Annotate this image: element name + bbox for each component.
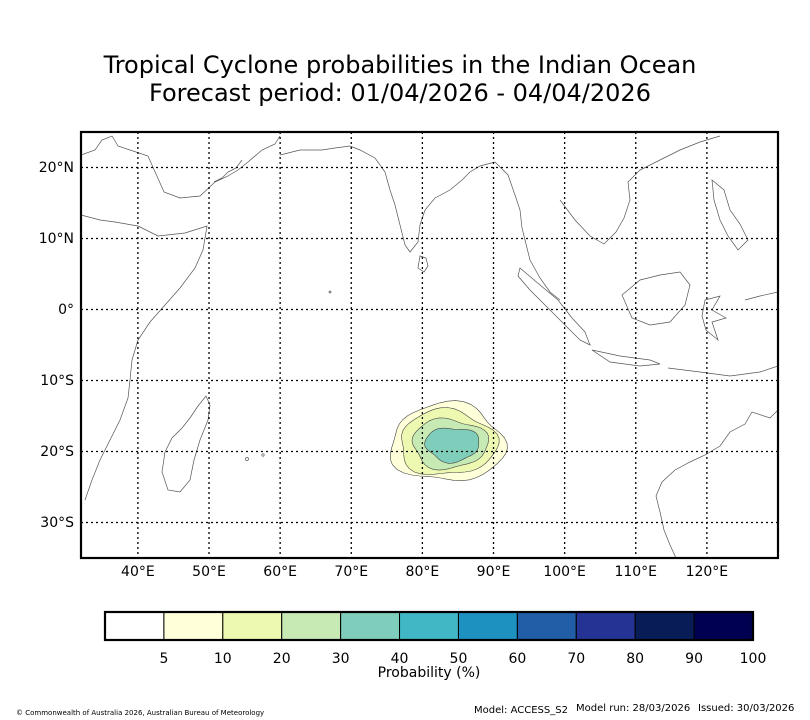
model-run-date: Model run: 28/03/2026 xyxy=(576,703,691,714)
island-reunion xyxy=(261,453,265,457)
colorbar-tick-label: 100 xyxy=(739,651,767,667)
lon-tick-label: 40°E xyxy=(121,564,155,580)
island-mauritius xyxy=(245,457,249,461)
lon-tick-label: 80°E xyxy=(405,564,440,580)
colorbar xyxy=(103,610,755,642)
copyright-notice: © Commonwealth of Australia 2026, Austra… xyxy=(16,709,265,717)
lon-tick-label: 100°E xyxy=(543,564,586,580)
coastline-gulf xyxy=(213,159,243,183)
colorbar-tick-label: 20 xyxy=(272,651,291,667)
issued-date: Issued: 30/03/2026 xyxy=(698,703,795,714)
colorbar-label: Probability (%) xyxy=(377,665,481,681)
colorbar-swatch xyxy=(457,611,518,641)
colorbar-swatch xyxy=(340,611,401,641)
colorbar-tick-label: 60 xyxy=(508,651,527,667)
coastline-java xyxy=(591,349,661,367)
coastline-new-guinea xyxy=(744,291,778,301)
lat-tick-label: 10°N xyxy=(38,230,74,247)
colorbar-tick-label: 50 xyxy=(449,651,468,667)
lon-tick-label: 120°E xyxy=(685,564,729,580)
lat-tick-label: 30°S xyxy=(40,514,74,531)
chart-title-line1: Tropical Cyclone probabilities in the In… xyxy=(103,51,697,79)
coastline-borneo xyxy=(621,271,691,326)
lat-tick-label: 10°S xyxy=(40,372,74,389)
probability-contours xyxy=(389,400,508,482)
map-background xyxy=(81,132,778,558)
coastline-arabia xyxy=(81,135,281,199)
colorbar-swatch xyxy=(399,611,459,641)
gridlines xyxy=(81,132,778,558)
chart-title-line2: Forecast period: 01/04/2026 - 04/04/2026 xyxy=(149,79,651,107)
colorbar-swatch xyxy=(693,611,754,641)
colorbar-swatch xyxy=(104,611,165,641)
colorbar-swatch xyxy=(634,611,695,641)
colorbar-tick-label: 10 xyxy=(213,651,232,667)
map-frame xyxy=(79,130,780,560)
coastline-lesser-sunda xyxy=(667,365,778,377)
lat-tick-label: 20°S xyxy=(40,443,74,460)
coastline-philippines xyxy=(711,179,749,251)
coastlines xyxy=(81,135,778,558)
coastline-malay xyxy=(494,161,561,301)
colorbar-swatch xyxy=(222,611,283,641)
colorbar-tick-label: 70 xyxy=(567,651,586,667)
lon-tick-label: 110°E xyxy=(614,564,658,580)
colorbar-swatch xyxy=(575,611,636,641)
coastline-india xyxy=(279,145,496,253)
coastline-sulawesi xyxy=(701,295,727,342)
lon-tick-label: 50°E xyxy=(192,564,226,580)
colorbar-swatch xyxy=(516,611,577,641)
coastline-east-africa xyxy=(81,214,208,501)
lat-tick-label: 20°N xyxy=(38,159,74,176)
coastline-sri-lanka xyxy=(417,255,429,273)
colorbar-swatch xyxy=(163,611,224,641)
island-maldives xyxy=(328,290,332,294)
lat-tick-label: 0° xyxy=(58,301,74,318)
coastline-sumatra xyxy=(517,267,591,346)
model-name: Model: ACCESS_S2 xyxy=(474,705,568,716)
colorbar-tick-label: 40 xyxy=(390,651,409,667)
coastline-indochina xyxy=(559,135,721,245)
lon-tick-label: 60°E xyxy=(263,564,297,580)
colorbar-frame xyxy=(103,610,755,642)
colorbar-tick-label: 5 xyxy=(159,651,169,667)
coastline-australia xyxy=(655,409,778,558)
coastline-madagascar xyxy=(161,395,211,493)
colorbar-swatch xyxy=(281,611,342,641)
colorbar-tick-label: 80 xyxy=(626,651,645,667)
lon-tick-label: 70°E xyxy=(334,564,369,580)
colorbar-tick-label: 30 xyxy=(331,651,350,667)
colorbar-tick-label: 90 xyxy=(685,651,703,667)
contour-30-percent xyxy=(424,427,480,464)
lon-tick-label: 90°E xyxy=(476,564,511,580)
